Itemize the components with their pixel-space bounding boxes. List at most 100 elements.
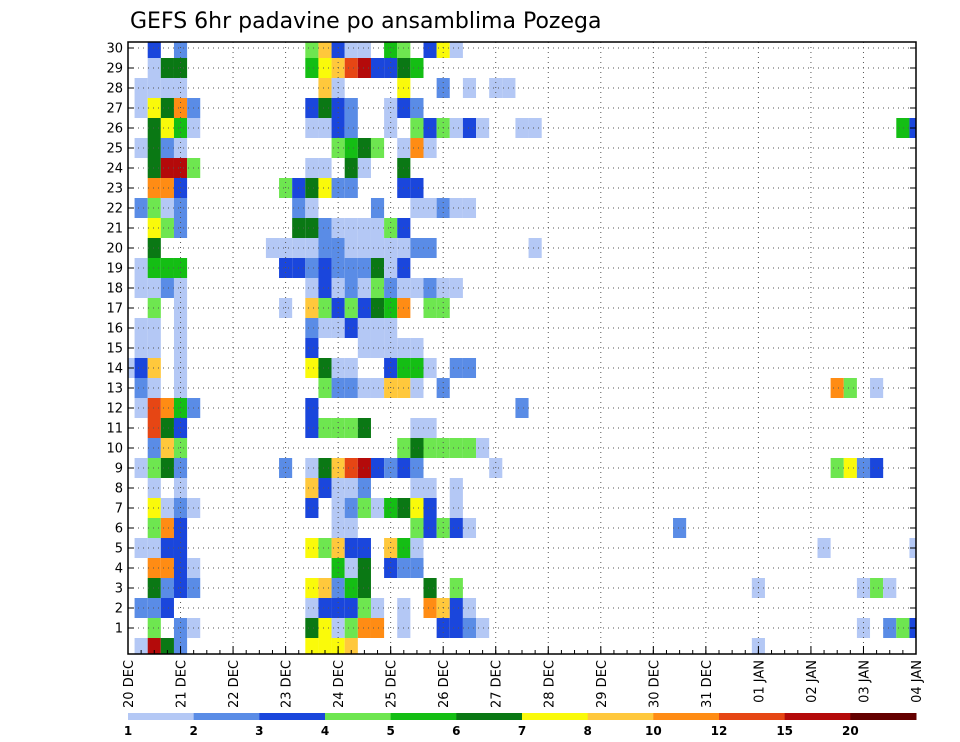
heatmap-cell — [673, 518, 687, 538]
heatmap-cell — [449, 118, 463, 138]
y-tick-label: 9 — [115, 462, 123, 477]
colorbar-segment — [587, 713, 654, 720]
heatmap-cell — [476, 118, 490, 138]
heatmap-cell — [370, 318, 385, 338]
heatmap-cell — [318, 278, 332, 298]
heatmap-cell — [357, 218, 371, 238]
x-tick-label: 27 DEC — [490, 660, 505, 708]
heatmap-cell — [883, 618, 897, 638]
heatmap-cell — [370, 218, 385, 238]
heatmap-cell — [147, 598, 161, 618]
heatmap-cell — [344, 42, 358, 58]
heatmap-cell — [160, 538, 174, 558]
x-tick-label: 29 DEC — [595, 660, 610, 708]
heatmap-cell — [160, 518, 174, 538]
heatmap-cell — [305, 178, 319, 198]
heatmap-cell — [870, 458, 884, 478]
colorbar-label: 12 — [711, 724, 728, 738]
x-tick-label: 25 DEC — [385, 660, 400, 708]
heatmap-cell — [357, 158, 371, 178]
heatmap-cell — [462, 358, 477, 378]
heatmap-cell — [305, 338, 319, 358]
heatmap-cell — [305, 278, 319, 298]
heatmap-cell — [462, 118, 477, 138]
x-tick-label: 31 DEC — [700, 660, 715, 708]
y-tick-label: 12 — [106, 402, 123, 417]
y-tick-label: 17 — [106, 302, 123, 317]
heatmap-cell — [370, 198, 385, 218]
heatmap-cell — [397, 42, 411, 58]
heatmap-cell — [449, 42, 463, 58]
heatmap-cell — [305, 198, 319, 218]
heatmap-cell — [462, 618, 477, 638]
heatmap-cell — [147, 358, 161, 378]
heatmap-cell — [423, 518, 437, 538]
heatmap-cell — [843, 378, 857, 398]
heatmap-cell — [357, 58, 371, 78]
heatmap-cell — [423, 298, 437, 318]
heatmap-cell — [357, 318, 371, 338]
heatmap-cell — [160, 58, 174, 78]
heatmap-cell — [160, 458, 174, 478]
heatmap-cell — [160, 418, 174, 438]
heatmap-cell — [305, 318, 319, 338]
x-tick-label: 28 DEC — [542, 660, 557, 708]
heatmap-cell — [318, 318, 332, 338]
heatmap-cell — [515, 398, 529, 418]
heatmap-cell — [147, 518, 161, 538]
heatmap-cell — [410, 178, 424, 198]
x-tick-label: 24 DEC — [332, 660, 347, 708]
y-tick-label: 22 — [106, 202, 123, 217]
colorbar-segment — [390, 713, 457, 720]
heatmap-cell — [370, 58, 385, 78]
heatmap-cell — [370, 598, 385, 618]
heatmap-cell — [370, 138, 385, 158]
heatmap-cell — [318, 118, 332, 138]
heatmap-cell — [318, 598, 332, 618]
heatmap-cell — [344, 478, 358, 498]
heatmap-cell — [357, 258, 371, 278]
heatmap-cell — [331, 42, 345, 58]
colorbar: 1 2 3 4 5 6 7 8 10 12 15 20 — [124, 713, 917, 738]
heatmap-cell — [423, 418, 437, 438]
x-tick-label: 04 JAN — [910, 660, 925, 703]
heatmap-cell — [423, 118, 437, 138]
heatmap-cell — [843, 458, 857, 478]
heatmap-cell — [344, 278, 358, 298]
heatmap-cell — [318, 98, 332, 118]
heatmap-cell — [410, 498, 424, 518]
heatmap-cell — [160, 78, 174, 98]
heatmap-cell — [830, 458, 844, 478]
heatmap-cell — [147, 578, 161, 598]
x-tick-label: 22 DEC — [227, 660, 242, 708]
heatmap-cell — [147, 338, 161, 358]
heatmap-cell — [147, 238, 161, 258]
heatmap-cell — [160, 158, 174, 178]
colorbar-segment — [784, 713, 851, 720]
heatmap-cell — [344, 58, 358, 78]
heatmap-cell — [318, 578, 332, 598]
heatmap-cell — [528, 118, 542, 138]
heatmap-cell — [318, 178, 332, 198]
heatmap-cell — [370, 378, 385, 398]
colorbar-label: 5 — [386, 724, 394, 738]
heatmap-cell — [410, 558, 424, 578]
heatmap-cell — [305, 358, 319, 378]
heatmap-cell — [318, 218, 332, 238]
heatmap-cell — [134, 378, 148, 398]
heatmap-cell — [344, 358, 358, 378]
x-tick-label: 01 JAN — [752, 660, 767, 703]
heatmap-cell — [147, 638, 161, 654]
x-tick-label: 02 JAN — [805, 660, 820, 703]
heatmap-cell — [344, 598, 358, 618]
y-tick-label: 16 — [106, 322, 123, 337]
heatmap-cell — [147, 78, 161, 98]
heatmap-cell — [344, 418, 358, 438]
heatmap-cell — [160, 278, 174, 298]
heatmap-cell — [147, 438, 161, 458]
heatmap-cell — [134, 398, 148, 418]
heatmap-cell — [462, 438, 477, 458]
heatmap-cell — [357, 598, 371, 618]
y-tick-label: 3 — [115, 582, 123, 597]
